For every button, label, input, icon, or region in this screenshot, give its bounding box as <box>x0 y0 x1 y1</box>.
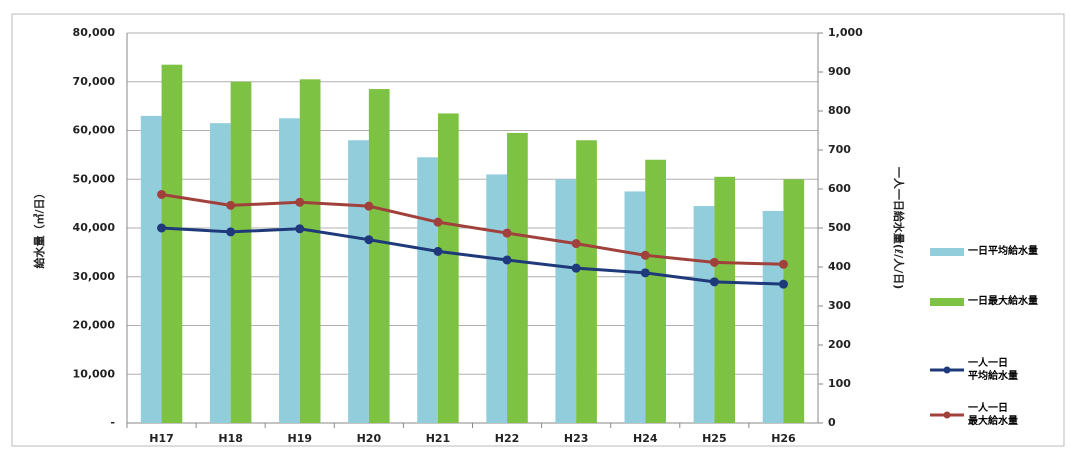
legend-swatch <box>930 366 964 374</box>
marker <box>571 263 581 273</box>
marker <box>433 217 443 227</box>
marker <box>778 259 788 269</box>
x-tick-label: H17 <box>149 432 174 445</box>
line <box>161 192 784 266</box>
legend-item: 一人一日 最大給水量 <box>930 402 1065 428</box>
x-tick-label: H23 <box>564 432 589 445</box>
line <box>161 226 784 286</box>
y-tick-label: 80,000 <box>73 26 116 39</box>
marker <box>709 257 719 267</box>
y-tick-label: 10,000 <box>73 367 116 380</box>
marker <box>640 268 650 278</box>
legend-item: 一人一日 平均給水量 <box>930 357 1065 383</box>
x-tick-label: H20 <box>357 432 382 445</box>
marker <box>571 239 581 249</box>
bar <box>161 64 183 423</box>
legend-item: 一日最大給水量 <box>930 295 1065 308</box>
bar <box>714 176 736 423</box>
bar <box>368 89 390 423</box>
marker <box>226 200 236 210</box>
x-tick-label: H26 <box>771 432 796 445</box>
y2-tick-label: 600 <box>828 182 851 195</box>
bar <box>783 179 805 423</box>
x-tick-label: H18 <box>218 432 243 445</box>
bar <box>437 113 459 423</box>
bar <box>762 210 784 423</box>
bar <box>140 115 162 423</box>
legend-label: 一人一日 平均給水量 <box>968 358 1018 382</box>
marker <box>640 250 650 260</box>
y2-tick-label: 800 <box>828 104 851 117</box>
marker <box>364 201 374 211</box>
y-tick-label: 60,000 <box>73 124 116 137</box>
y-tick-label: 30,000 <box>73 270 116 283</box>
bar <box>417 157 438 423</box>
y2-tick-label: 700 <box>828 143 851 156</box>
y-tick-label: 40,000 <box>73 221 116 234</box>
y2-tick-label: 100 <box>828 377 851 390</box>
y-tick-label: 70,000 <box>73 75 116 88</box>
marker <box>502 228 512 238</box>
x-tick-label: H21 <box>426 432 451 445</box>
y-tick-label: 50,000 <box>73 172 116 185</box>
legend-item: 一日平均給水量 <box>930 245 1065 258</box>
y2-tick-label: 900 <box>828 65 851 78</box>
legend-swatch <box>930 247 964 256</box>
bar <box>624 191 646 423</box>
x-tick-label: H22 <box>495 432 520 445</box>
legend-label: 一日平均給水量 <box>968 246 1038 257</box>
y2-tick-label: 0 <box>828 416 836 429</box>
marker <box>709 277 719 287</box>
marker <box>226 227 236 237</box>
bar <box>693 206 715 423</box>
y2-tick-label: 300 <box>828 299 851 312</box>
bar <box>209 123 231 423</box>
y-tick-label: 20,000 <box>73 319 116 332</box>
marker <box>295 224 305 234</box>
legend-label: 一日最大給水量 <box>968 296 1038 307</box>
bar <box>230 81 252 423</box>
legend-swatch <box>930 411 964 419</box>
marker <box>433 246 443 256</box>
x-tick-label: H24 <box>633 432 658 445</box>
x-tick-label: H25 <box>702 432 727 445</box>
marker <box>295 197 305 207</box>
legend-label: 一人一日 最大給水量 <box>968 403 1018 427</box>
y-axis-title: 給水量（㎥/日） <box>32 187 46 268</box>
marker <box>157 223 167 233</box>
chart-frame <box>11 13 1065 447</box>
y2-axis-title: 一人一日給水量(ℓ/人/日) <box>892 167 906 289</box>
bar <box>348 140 369 423</box>
bar <box>555 179 577 423</box>
marker <box>502 255 512 265</box>
y2-tick-label: 200 <box>828 338 851 351</box>
marker <box>364 235 374 245</box>
bar <box>576 140 597 423</box>
legend-swatch <box>930 297 964 306</box>
x-tick-label: H19 <box>287 432 312 445</box>
bar <box>645 159 666 423</box>
bar <box>507 132 528 423</box>
bar <box>299 79 321 423</box>
y2-tick-label: 400 <box>828 260 851 273</box>
marker <box>157 189 167 199</box>
bar <box>279 118 300 423</box>
y-tick-label: - <box>110 416 115 429</box>
y2-tick-label: 1,000 <box>828 26 863 39</box>
marker <box>778 279 788 289</box>
bar <box>486 174 508 423</box>
y2-tick-label: 500 <box>828 221 851 234</box>
